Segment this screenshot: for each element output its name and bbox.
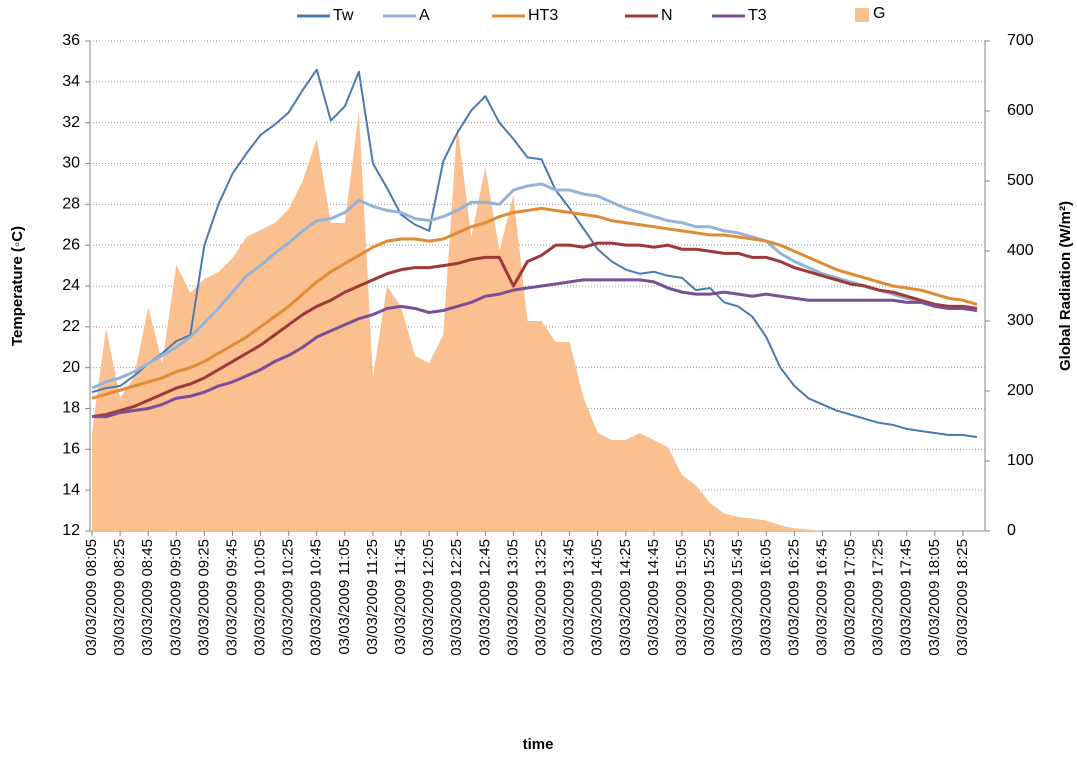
y2-tick-label: 100 bbox=[1007, 452, 1034, 469]
y2-axis-title: Global Radiation (W/m²) bbox=[1057, 201, 1074, 371]
legend-label: N bbox=[661, 7, 673, 24]
y-tick-label: 24 bbox=[62, 277, 80, 294]
y2-tick-label: 0 bbox=[1007, 522, 1016, 539]
y-tick-label: 16 bbox=[62, 441, 80, 458]
line bbox=[91, 241, 978, 419]
y-tick-label: 20 bbox=[62, 359, 80, 376]
y-tick-label: 12 bbox=[62, 522, 80, 539]
y-tick-label: 14 bbox=[62, 481, 80, 498]
y-tick-label: 32 bbox=[62, 114, 80, 131]
line bbox=[92, 278, 978, 419]
x-tick-label: 03/03/2009 14:45 bbox=[645, 539, 662, 656]
x-tick-label: 03/03/2009 08:05 bbox=[83, 539, 100, 656]
x-tick-label: 03/03/2009 16:45 bbox=[813, 539, 830, 656]
line bbox=[91, 68, 978, 439]
x-tick-label: 03/03/2009 18:05 bbox=[926, 539, 943, 656]
legend-label: A bbox=[419, 7, 430, 24]
x-tick-label: 03/03/2009 14:25 bbox=[617, 539, 634, 656]
y2-tick-label: 300 bbox=[1007, 312, 1034, 329]
line bbox=[91, 206, 978, 400]
y-tick-label: 26 bbox=[62, 236, 80, 253]
x-tick-label: 03/03/2009 09:05 bbox=[167, 539, 184, 656]
x-tick-label: 03/03/2009 08:25 bbox=[111, 539, 128, 656]
x-tick-label: 03/03/2009 15:45 bbox=[729, 539, 746, 656]
x-tick-label: 03/03/2009 15:25 bbox=[701, 539, 718, 656]
x-tick-label: 03/03/2009 10:45 bbox=[308, 539, 325, 656]
legend-swatch bbox=[855, 8, 869, 22]
x-axis-title: time bbox=[523, 736, 554, 753]
y2-tick-label: 400 bbox=[1007, 242, 1034, 259]
x-tick-label: 03/03/2009 18:25 bbox=[954, 539, 971, 656]
x-tick-label: 03/03/2009 09:25 bbox=[195, 539, 212, 656]
x-tick-label: 03/03/2009 16:25 bbox=[785, 539, 802, 656]
area bbox=[92, 111, 977, 531]
x-tick-label: 03/03/2009 13:25 bbox=[532, 539, 549, 656]
x-tick-label: 03/03/2009 10:25 bbox=[280, 539, 297, 656]
y-axis-title: Temperature (◦C) bbox=[9, 226, 26, 346]
x-tick-label: 03/03/2009 13:45 bbox=[561, 539, 578, 656]
x-tick-label: 03/03/2009 11:45 bbox=[392, 539, 409, 655]
x-tick-label: 03/03/2009 11:25 bbox=[364, 539, 381, 655]
y-tick-label: 34 bbox=[62, 73, 80, 90]
y-tick-label: 18 bbox=[62, 400, 80, 417]
legend-label: T3 bbox=[748, 7, 767, 24]
x-tick-label: 03/03/2009 16:05 bbox=[757, 539, 774, 656]
x-tick-label: 03/03/2009 17:45 bbox=[898, 539, 915, 656]
y2-tick-label: 200 bbox=[1007, 382, 1034, 399]
y-tick-label: 22 bbox=[62, 318, 80, 335]
legend-label: HT3 bbox=[528, 7, 558, 24]
y-tick-label: 28 bbox=[62, 196, 80, 213]
line bbox=[91, 182, 978, 390]
x-tick-label: 03/03/2009 12:45 bbox=[476, 539, 493, 656]
y2-tick-label: 500 bbox=[1007, 172, 1034, 189]
x-tick-label: 03/03/2009 08:45 bbox=[139, 539, 156, 656]
y-tick-label: 30 bbox=[62, 155, 80, 172]
legend-label: Tw bbox=[333, 7, 354, 24]
x-tick-label: 03/03/2009 11:05 bbox=[336, 539, 353, 655]
y2-tick-label: 600 bbox=[1007, 102, 1034, 119]
x-tick-label: 03/03/2009 17:25 bbox=[870, 539, 887, 656]
legend-label: G bbox=[873, 5, 885, 22]
x-tick-label: 03/03/2009 14:05 bbox=[589, 539, 606, 656]
x-tick-label: 03/03/2009 12:05 bbox=[420, 539, 437, 656]
y-tick-label: 36 bbox=[62, 32, 80, 49]
x-tick-label: 03/03/2009 13:05 bbox=[504, 539, 521, 656]
x-tick-label: 03/03/2009 09:45 bbox=[223, 539, 240, 656]
x-tick-label: 03/03/2009 15:05 bbox=[673, 539, 690, 656]
x-tick-label: 03/03/2009 12:25 bbox=[448, 539, 465, 656]
y2-tick-label: 700 bbox=[1007, 32, 1034, 49]
x-tick-label: 03/03/2009 10:05 bbox=[252, 539, 269, 656]
x-tick-label: 03/03/2009 17:05 bbox=[842, 539, 859, 656]
